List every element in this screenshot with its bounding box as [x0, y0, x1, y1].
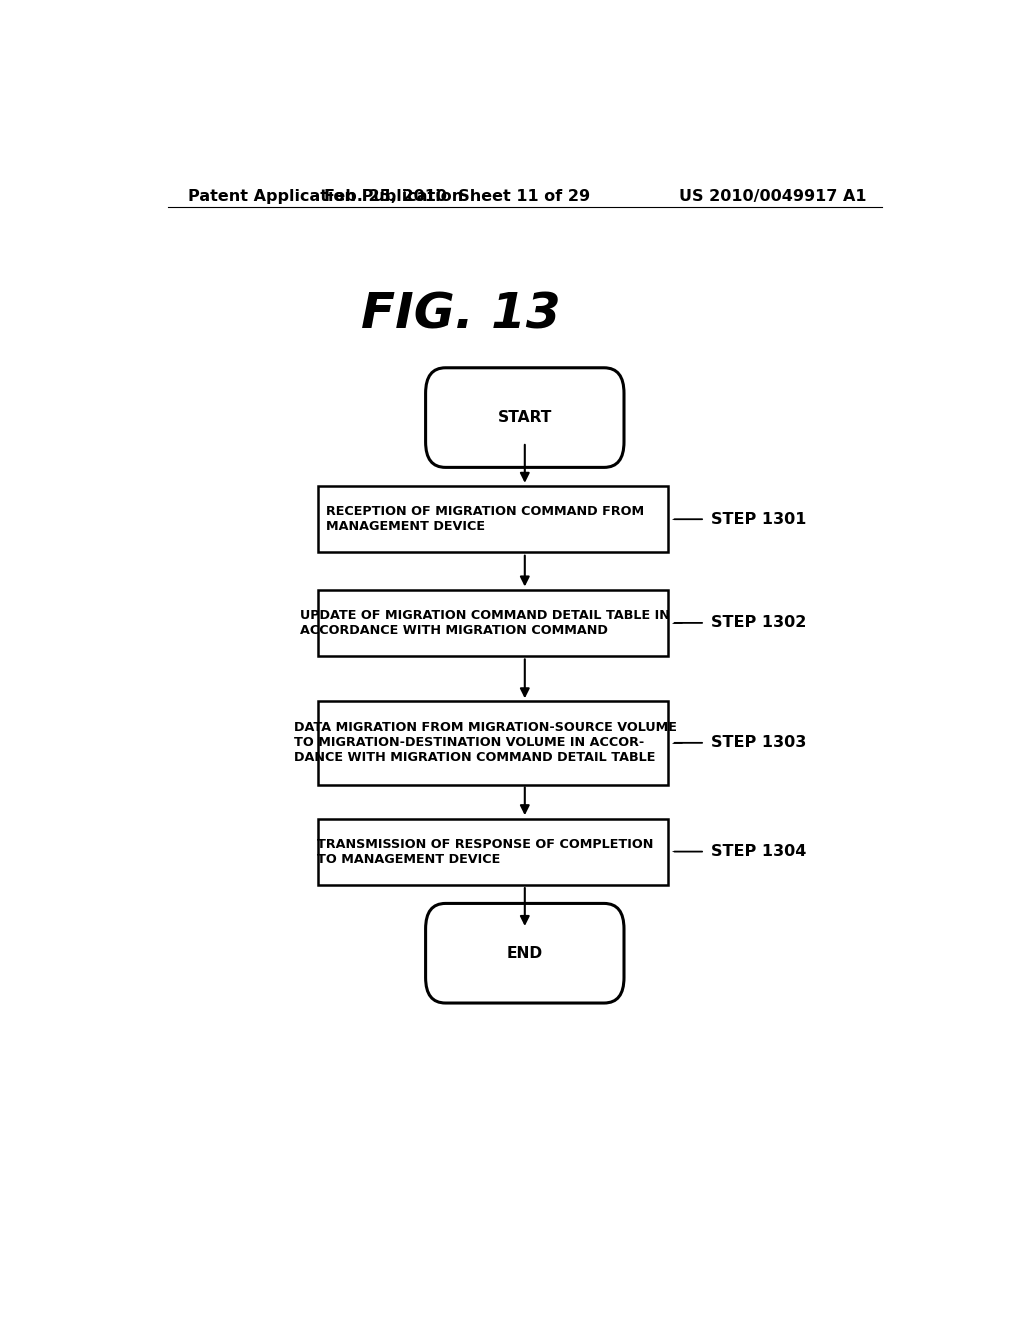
Bar	[318, 701, 668, 784]
FancyBboxPatch shape	[426, 368, 624, 467]
Bar	[318, 818, 668, 884]
Text: STEP 1302: STEP 1302	[712, 615, 807, 631]
Text: —: —	[672, 846, 683, 857]
FancyBboxPatch shape	[426, 903, 624, 1003]
Text: STEP 1303: STEP 1303	[712, 735, 807, 750]
Text: —: —	[672, 515, 683, 524]
Text: STEP 1304: STEP 1304	[712, 843, 807, 859]
Text: DATA MIGRATION FROM MIGRATION-SOURCE VOLUME
TO MIGRATION-DESTINATION VOLUME IN A: DATA MIGRATION FROM MIGRATION-SOURCE VOL…	[294, 721, 677, 764]
Text: US 2010/0049917 A1: US 2010/0049917 A1	[679, 189, 866, 203]
Text: —: —	[672, 738, 683, 748]
Bar	[318, 590, 668, 656]
Text: RECEPTION OF MIGRATION COMMAND FROM
MANAGEMENT DEVICE: RECEPTION OF MIGRATION COMMAND FROM MANA…	[326, 506, 644, 533]
Text: —: —	[672, 618, 683, 628]
Text: STEP 1301: STEP 1301	[712, 512, 807, 527]
Text: UPDATE OF MIGRATION COMMAND DETAIL TABLE IN
ACCORDANCE WITH MIGRATION COMMAND: UPDATE OF MIGRATION COMMAND DETAIL TABLE…	[300, 609, 670, 636]
Text: START: START	[498, 411, 552, 425]
Bar	[318, 486, 668, 552]
Text: END: END	[507, 945, 543, 961]
Text: Patent Application Publication: Patent Application Publication	[187, 189, 463, 203]
Text: TRANSMISSION OF RESPONSE OF COMPLETION
TO MANAGEMENT DEVICE: TRANSMISSION OF RESPONSE OF COMPLETION T…	[317, 838, 653, 866]
Text: FIG. 13: FIG. 13	[361, 290, 561, 338]
Text: Feb. 25, 2010  Sheet 11 of 29: Feb. 25, 2010 Sheet 11 of 29	[325, 189, 591, 203]
